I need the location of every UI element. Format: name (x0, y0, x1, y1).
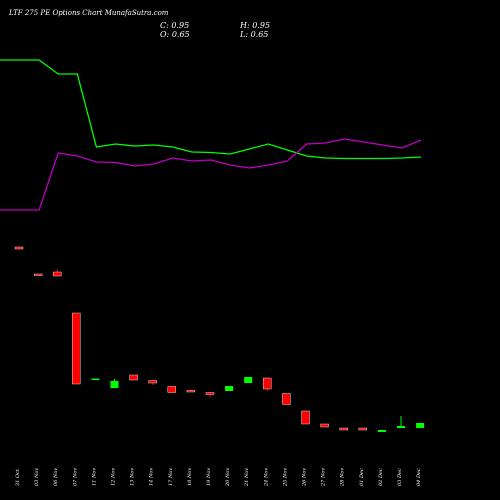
candle-body (14, 246, 24, 250)
candle-body (225, 386, 234, 391)
candle-body (244, 377, 253, 383)
low-readout: L: 0.65 (240, 30, 268, 39)
close-readout: C: 0.95 (160, 21, 189, 30)
candle-body (301, 410, 310, 425)
x-tick-label: 01 Dec (359, 468, 365, 486)
candle (358, 427, 367, 431)
candle (282, 393, 291, 405)
candle (72, 312, 81, 385)
candle (91, 378, 100, 380)
candle-body (72, 312, 81, 385)
chart-title: LTF 275 PE Options Chart MunafaSutra.com (9, 9, 169, 17)
candle-body (263, 377, 272, 390)
x-tick-label: 04 Dec (416, 468, 422, 486)
candle (416, 423, 425, 428)
candle (244, 377, 253, 383)
candle-body (148, 380, 157, 384)
candle (186, 389, 196, 393)
candle (129, 374, 138, 381)
x-tick-label: 27 Nov (321, 468, 327, 487)
candle-body (339, 427, 348, 431)
x-tick-label: 20 Nov (225, 468, 231, 487)
candle-body (205, 392, 215, 395)
candle (339, 427, 348, 431)
candle-body (129, 374, 138, 381)
high-label: H: (240, 21, 250, 30)
high-value: 0.95 (252, 21, 271, 30)
candle (377, 430, 386, 432)
x-tick-label: 11 Nov (91, 468, 97, 486)
open-readout: O: 0.65 (160, 30, 190, 39)
candle (225, 386, 234, 391)
candle (397, 416, 405, 428)
x-tick-label: 19 Nov (206, 468, 212, 486)
x-tick-label: 24 Nov (263, 468, 269, 487)
candle (53, 269, 62, 277)
x-tick-label: 25 Nov (282, 468, 288, 487)
candle-body (186, 390, 196, 393)
close-value: 0.95 (171, 21, 190, 30)
candle-body (33, 273, 43, 276)
candle (14, 246, 24, 250)
candle-body (53, 271, 62, 277)
candle (148, 380, 157, 385)
x-tick-label: 12 Nov (111, 468, 117, 486)
candle-body (358, 427, 367, 431)
candle (167, 386, 177, 393)
open-label: O: (160, 30, 170, 39)
candle-body (397, 426, 405, 428)
high-readout: H: 0.95 (240, 21, 270, 30)
x-tick-label: 26 Nov (302, 468, 308, 487)
candle-body (91, 378, 100, 380)
x-tick-label: 18 Nov (187, 468, 193, 486)
x-tick-label: 14 Nov (149, 468, 155, 486)
candle (33, 273, 43, 276)
candle-body (377, 430, 386, 432)
low-label: L: (240, 30, 249, 39)
x-tick-label: 02 Dec (378, 468, 384, 486)
x-tick-label: 17 Nov (168, 468, 174, 486)
x-tick-label: 28 Nov (340, 468, 346, 487)
x-tick-label: 03 Dec (397, 468, 403, 486)
candle (263, 377, 272, 391)
candle-body (167, 386, 177, 393)
x-tick-label: 31 Oct (15, 468, 21, 486)
candle (320, 423, 329, 428)
candle (205, 392, 215, 398)
x-tick-label: 07 Nov (72, 468, 78, 486)
low-value: 0.65 (250, 30, 269, 39)
x-tick-label: 03 Nov (34, 468, 40, 486)
candle (301, 410, 310, 425)
x-tick-label: 21 Nov (244, 468, 250, 487)
candle-body (320, 423, 329, 428)
x-tick-label: 13 Nov (130, 468, 136, 486)
candle-body (282, 393, 291, 405)
candle-body (110, 381, 119, 388)
candle-body (416, 423, 425, 428)
indicator-line-1 (0, 59, 422, 160)
open-value: 0.65 (171, 30, 190, 39)
x-tick-label: 06 Nov (53, 468, 59, 486)
candle (110, 379, 119, 388)
indicator-line-2 (0, 138, 422, 211)
close-label: C: (160, 21, 169, 30)
